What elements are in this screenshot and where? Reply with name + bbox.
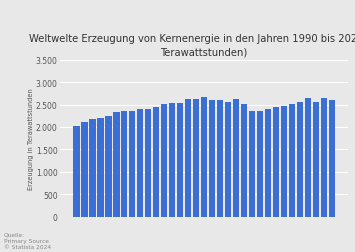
Bar bbox=[81, 123, 88, 217]
Bar bbox=[201, 98, 207, 217]
Bar bbox=[289, 105, 295, 217]
Bar bbox=[145, 110, 152, 217]
Bar bbox=[177, 104, 183, 217]
Bar bbox=[329, 100, 335, 217]
Bar bbox=[241, 104, 247, 217]
Bar bbox=[217, 101, 223, 217]
Bar bbox=[89, 119, 95, 217]
Bar bbox=[137, 110, 143, 217]
Bar bbox=[281, 106, 287, 217]
Bar bbox=[297, 102, 303, 217]
Bar bbox=[209, 100, 215, 217]
Bar bbox=[169, 103, 175, 217]
Y-axis label: Erzeugung in Terawattstunden: Erzeugung in Terawattstunden bbox=[28, 88, 34, 189]
Text: Quelle:
Primary Source
© Statista 2024: Quelle: Primary Source © Statista 2024 bbox=[4, 231, 51, 249]
Title: Weltwelte Erzeugung von Kernenergie in den Jahren 1990 bis 2022 (in
Terawattstun: Weltwelte Erzeugung von Kernenergie in d… bbox=[29, 34, 355, 57]
Bar bbox=[153, 107, 159, 217]
Bar bbox=[121, 112, 127, 217]
Bar bbox=[321, 98, 327, 217]
Bar bbox=[185, 100, 191, 217]
Bar bbox=[193, 100, 199, 217]
Bar bbox=[257, 111, 263, 217]
Bar bbox=[313, 103, 319, 217]
Bar bbox=[233, 99, 239, 217]
Bar bbox=[225, 103, 231, 217]
Bar bbox=[273, 108, 279, 217]
Bar bbox=[105, 117, 111, 217]
Bar bbox=[249, 112, 255, 217]
Bar bbox=[265, 109, 271, 217]
Bar bbox=[97, 118, 104, 217]
Bar bbox=[73, 127, 80, 217]
Bar bbox=[305, 98, 311, 217]
Bar bbox=[161, 104, 167, 217]
Bar bbox=[113, 113, 120, 217]
Bar bbox=[129, 112, 136, 217]
